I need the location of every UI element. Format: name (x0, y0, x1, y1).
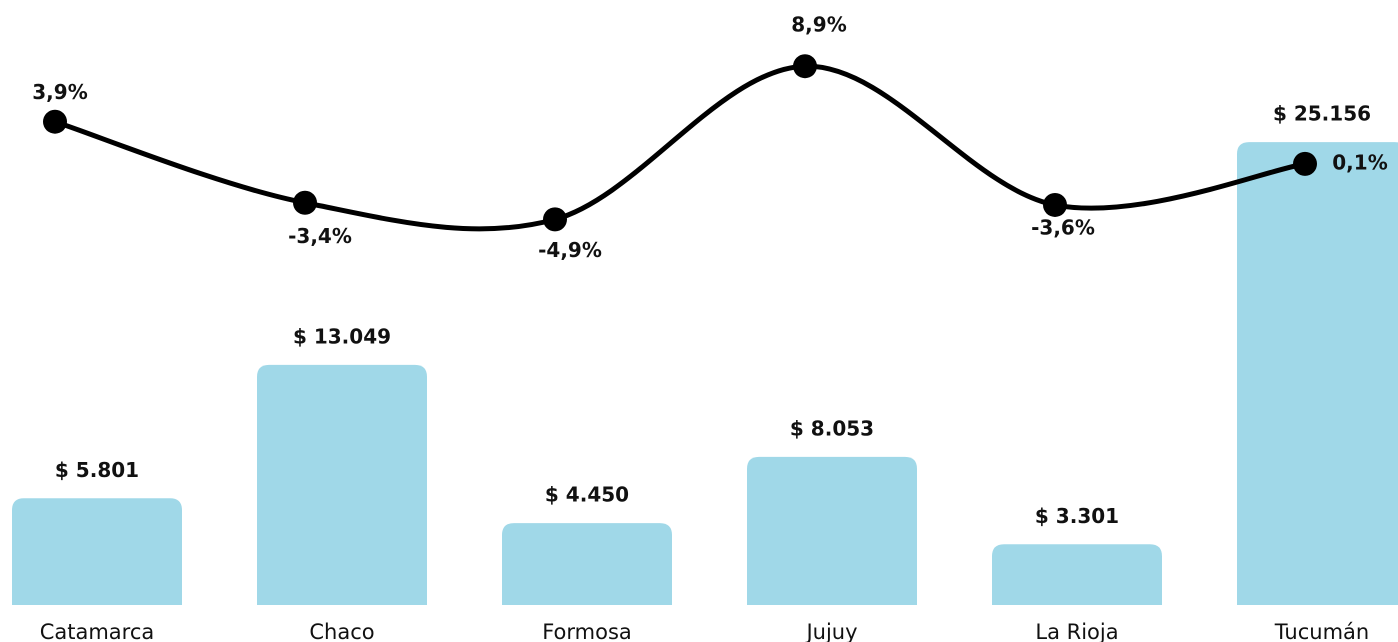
bar-value-label: $ 5.801 (55, 458, 139, 482)
bar (12, 498, 182, 605)
line-value-label: 0,1% (1332, 150, 1387, 174)
x-tick-label: Jujuy (804, 620, 857, 642)
bar (257, 364, 427, 605)
line-point (43, 109, 67, 134)
x-tick-label: Chaco (309, 620, 374, 642)
bar-value-label: $ 13.049 (293, 324, 391, 348)
bar (992, 544, 1162, 605)
bar (747, 456, 917, 605)
bar-value-label: $ 4.450 (545, 483, 629, 507)
line-point (1043, 192, 1067, 217)
line-point (543, 207, 567, 232)
bar (502, 523, 672, 605)
line-point (293, 190, 317, 215)
line-point (1293, 151, 1317, 176)
line (54, 63, 1306, 232)
x-tick-label: Catamarca (40, 620, 155, 642)
line-value-label: -3,6% (1031, 215, 1095, 239)
bar (1237, 142, 1398, 605)
bar-value-label: $ 8.053 (790, 416, 874, 440)
bar-value-label: $ 25.156 (1273, 102, 1371, 126)
x-tick-label: Tucumán (1274, 620, 1369, 642)
x-tick-label: Formosa (542, 620, 632, 642)
line-value-label: 8,9% (791, 13, 846, 37)
line-value-label: 3,9% (32, 80, 87, 104)
x-tick-label: La Rioja (1035, 620, 1118, 642)
line-point (793, 54, 817, 79)
line-value-label: -3,4% (288, 224, 352, 248)
line-value-label: -4,9% (538, 238, 602, 262)
bar-value-label: $ 3.301 (1035, 504, 1119, 528)
